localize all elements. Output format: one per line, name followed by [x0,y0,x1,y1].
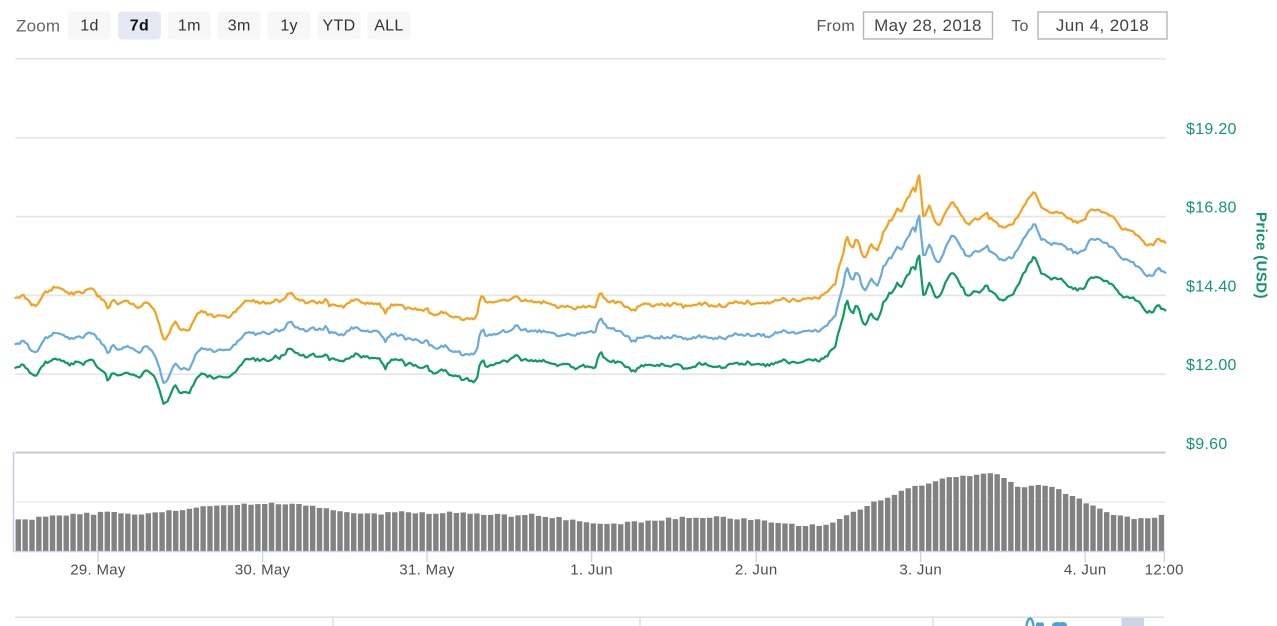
svg-text:$9.60: $9.60 [1186,436,1228,453]
svg-text:30. May: 30. May [235,562,291,579]
svg-text:To: To [1011,18,1029,35]
svg-text:ALL: ALL [374,18,403,35]
svg-text:$12.00: $12.00 [1186,357,1237,374]
svg-text:1m: 1m [178,18,201,35]
svg-text:YTD: YTD [323,18,356,35]
svg-text:$14.40: $14.40 [1186,278,1237,295]
svg-text:7d: 7d [130,18,149,35]
svg-text:31. May: 31. May [399,562,455,579]
svg-text:2. Jun: 2. Jun [735,562,778,579]
svg-text:1d: 1d [80,18,98,35]
svg-text:$19.20: $19.20 [1186,121,1237,138]
svg-text:Zoom: Zoom [16,17,60,36]
svg-text:$16.80: $16.80 [1186,200,1237,217]
svg-text:1. Jun: 1. Jun [570,562,613,579]
svg-text:3. Jun: 3. Jun [899,562,942,579]
svg-text:3m: 3m [228,18,251,35]
svg-text:From: From [816,18,855,35]
svg-text:12:00: 12:00 [1145,562,1184,579]
svg-text:4. Jun: 4. Jun [1064,562,1107,579]
svg-text:May 28, 2018: May 28, 2018 [874,16,982,35]
svg-text:1y: 1y [280,18,298,35]
svg-text:29. May: 29. May [70,562,126,579]
svg-text:Price (USD): Price (USD) [1253,212,1270,299]
svg-text:Jun 4, 2018: Jun 4, 2018 [1056,16,1149,35]
